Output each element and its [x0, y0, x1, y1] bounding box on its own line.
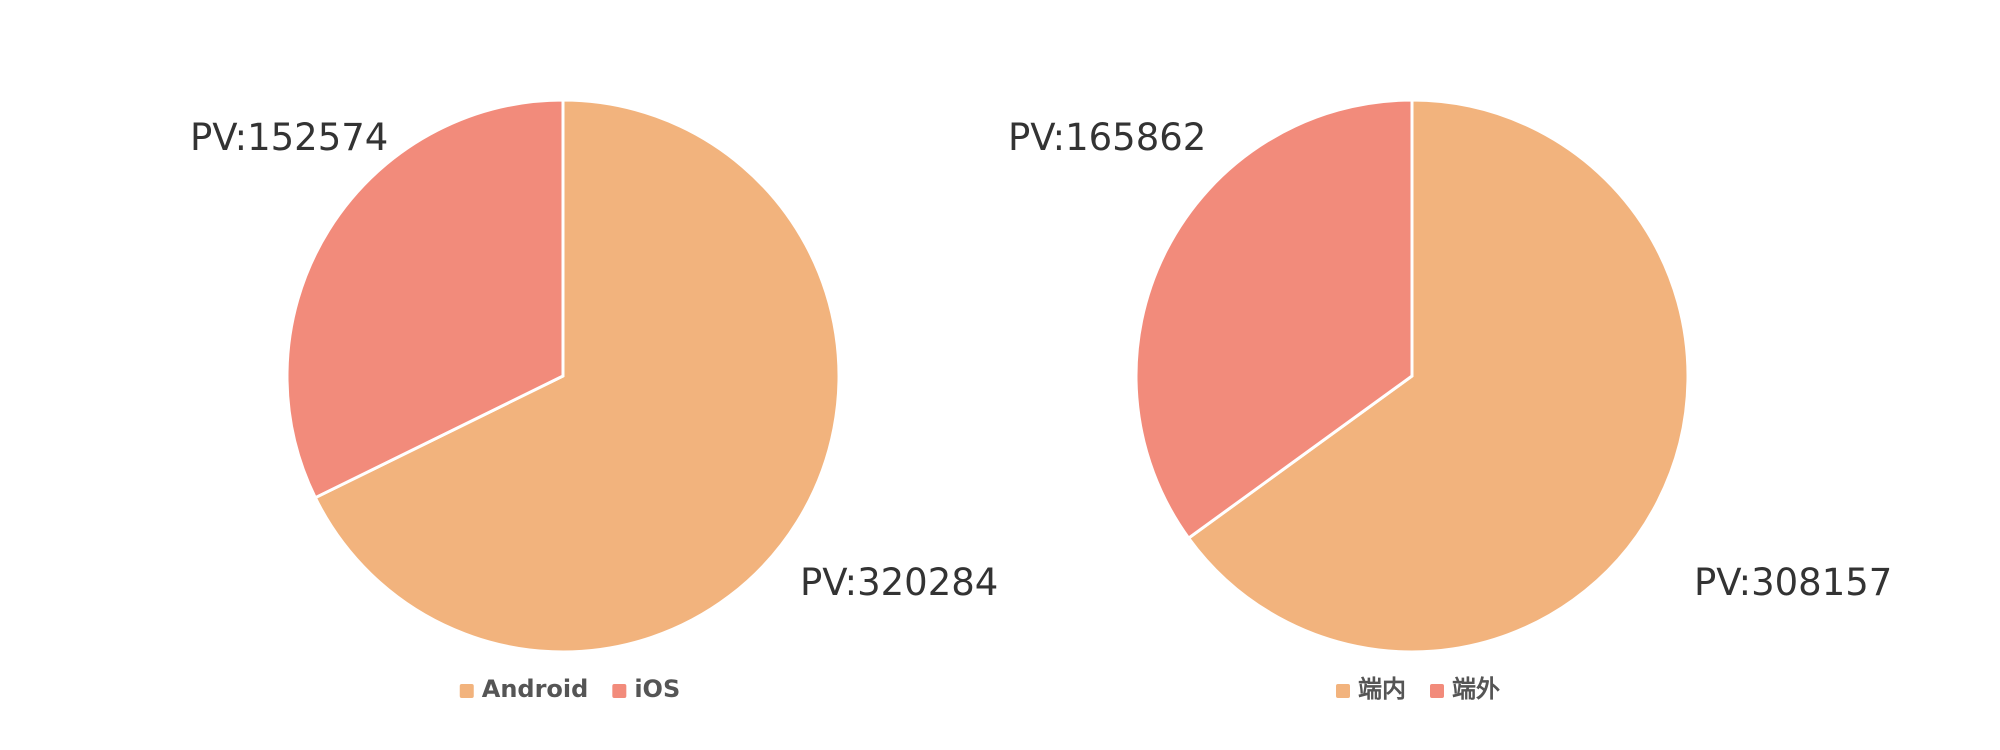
- data-label-android: PV:320284: [800, 561, 998, 604]
- data-label-ios: PV:152574: [190, 116, 388, 159]
- pie-slice-ios[interactable]: [285, 98, 565, 500]
- pie-slice-in-app[interactable]: [1186, 98, 1690, 654]
- pie-chart-1: PV:320284 PV:152574 Android iOS: [190, 98, 998, 703]
- legend-label-ios[interactable]: iOS: [634, 675, 680, 703]
- legend-label-out-app[interactable]: 端外: [1452, 675, 1500, 703]
- legend-label-android[interactable]: Android: [482, 675, 589, 703]
- legend-swatch-out-app: [1430, 684, 1444, 698]
- pie-slice-out-app[interactable]: [1134, 98, 1414, 541]
- legend-chart-1: Android iOS: [459, 675, 680, 703]
- pie-slice-android[interactable]: [313, 98, 841, 654]
- legend-label-in-app[interactable]: 端内: [1358, 675, 1406, 703]
- data-label-out-app: PV:165862: [1008, 116, 1206, 159]
- legend-chart-2: 端内 端外: [1336, 675, 1500, 703]
- legend-swatch-android: [459, 684, 474, 698]
- legend-swatch-ios: [612, 684, 627, 698]
- pie-chart-2: PV:308157 PV:165862 端内 端外: [1008, 98, 1892, 703]
- legend-swatch-in-app: [1336, 684, 1350, 698]
- data-label-in-app: PV:308157: [1694, 561, 1892, 604]
